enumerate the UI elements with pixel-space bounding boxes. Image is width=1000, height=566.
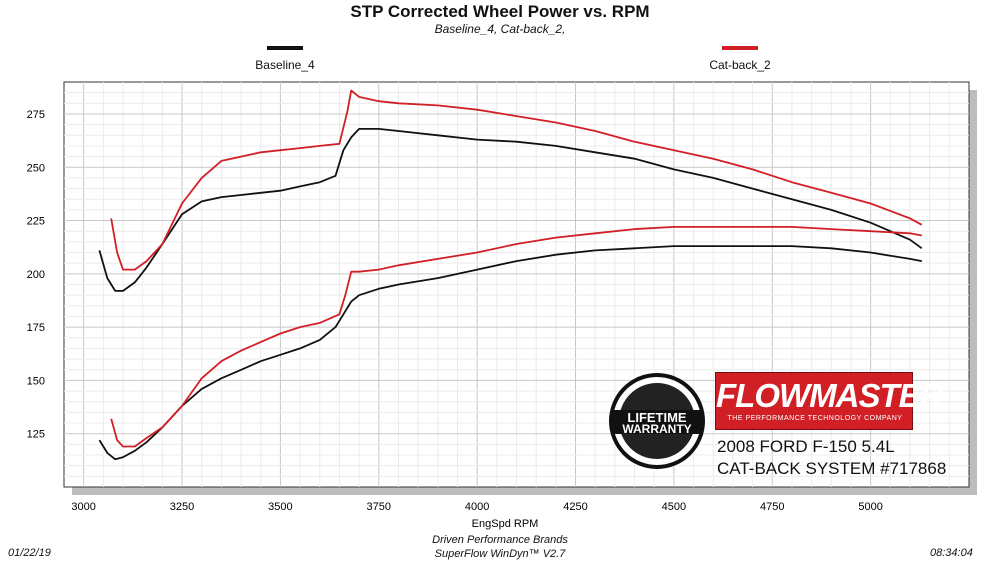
- chart-title: STP Corrected Wheel Power vs. RPM: [350, 2, 650, 21]
- x-tick-label: 3500: [268, 501, 292, 513]
- flowmaster-logo: FLOWMASTER THE PERFORMANCE TECHNOLOGY CO…: [715, 372, 943, 430]
- series-lines: [98, 89, 923, 461]
- chart-subtitle: Baseline_4, Cat-back_2,: [434, 22, 566, 36]
- x-tick-label: 3000: [71, 501, 95, 513]
- y-tick-label: 175: [27, 322, 45, 334]
- x-tick-label: 5000: [858, 501, 882, 513]
- series-line-baseline-lower: [98, 245, 922, 461]
- badge-line2: WARRANTY: [622, 422, 691, 436]
- series-line-catback-lower: [110, 225, 922, 448]
- brand-tagline: THE PERFORMANCE TECHNOLOGY COMPANY: [727, 415, 903, 422]
- y-tick-label: 200: [27, 269, 45, 281]
- footer-company: Driven Performance Brands: [432, 534, 568, 546]
- tick-labels: 3000 3250 3500 3750 4000 4250 4500 4750 5000 125 1…: [27, 109, 883, 513]
- x-tick-label: 3750: [367, 501, 391, 513]
- system-caption: CAT-BACK SYSTEM #717868: [717, 459, 947, 478]
- x-tick-label: 4000: [465, 501, 489, 513]
- x-tick-label: 4250: [563, 501, 587, 513]
- legend-baseline-swatch: [267, 46, 303, 50]
- y-tick-label: 125: [27, 429, 45, 441]
- x-tick-label: 4750: [760, 501, 784, 513]
- legend-catback-label: Cat-back_2: [709, 58, 771, 72]
- series-line-catback-upper: [110, 89, 923, 271]
- footer-date: 01/22/19: [8, 547, 51, 559]
- legend-baseline: Baseline_4: [215, 46, 355, 72]
- vehicle-caption: 2008 FORD F-150 5.4L: [717, 437, 895, 456]
- y-tick-label: 150: [27, 375, 45, 387]
- legend-baseline-label: Baseline_4: [255, 58, 315, 72]
- lifetime-warranty-badge-icon: LIFETIME WARRANTY: [608, 372, 706, 470]
- badge-line1: LIFETIME: [627, 410, 687, 425]
- legend-catback-swatch: [722, 46, 758, 50]
- brand-name: FLOWMASTER: [716, 377, 943, 414]
- series-line-baseline-upper: [98, 127, 923, 292]
- footer-software: SuperFlow WinDyn™ V2.7: [434, 548, 566, 560]
- y-tick-label: 275: [27, 109, 45, 121]
- y-tick-label: 225: [27, 216, 45, 228]
- x-axis-label: EngSpd RPM: [472, 518, 539, 530]
- x-tick-label: 3250: [170, 501, 194, 513]
- footer-time: 08:34:04: [930, 547, 973, 559]
- legend-catback: Cat-back_2: [670, 46, 810, 72]
- y-tick-label: 250: [27, 162, 45, 174]
- x-tick-label: 4500: [662, 501, 686, 513]
